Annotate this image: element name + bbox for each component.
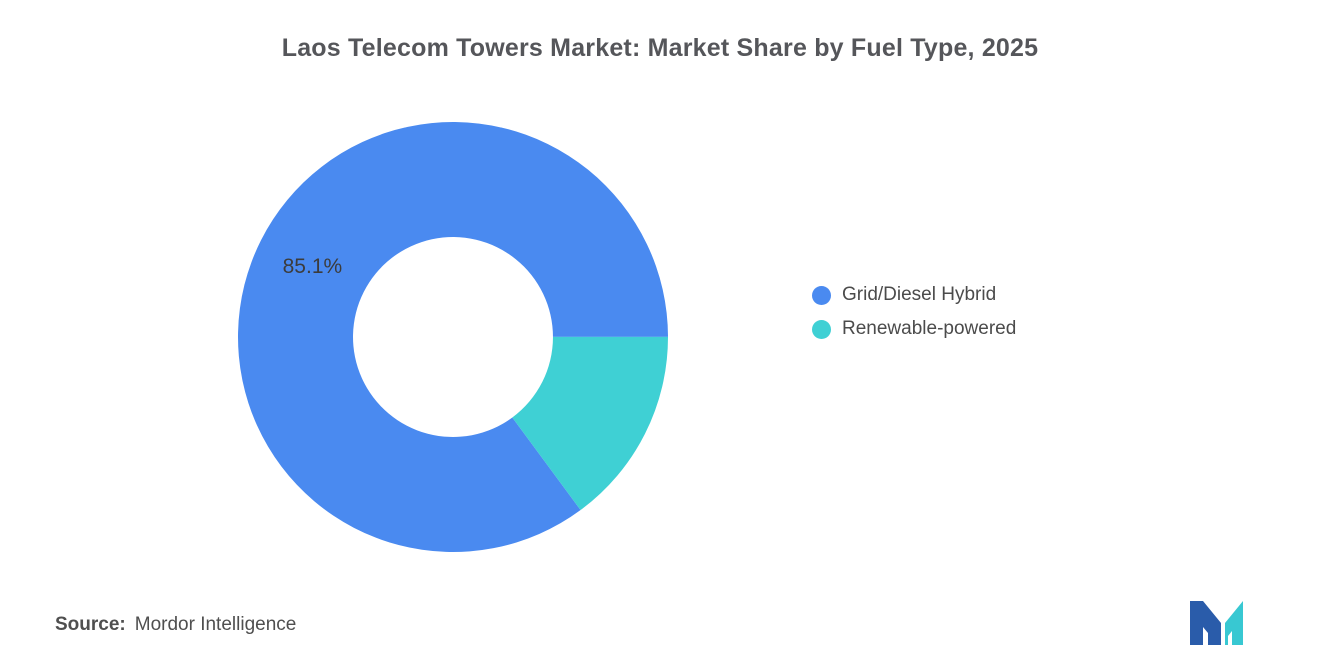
legend-label-renewable-powered: Renewable-powered [842, 318, 1017, 339]
slice-value-label: 85.1% [283, 255, 343, 278]
legend-swatch-grid-diesel-hybrid [812, 285, 831, 305]
mordor-intelligence-logo [1188, 599, 1248, 647]
chart-title: Laos Telecom Towers Market: Market Share… [281, 34, 1039, 62]
donut-chart: 85.1% [238, 122, 669, 553]
donut-chart-area: 85.1% [233, 117, 673, 557]
source-line: Source: Mordor Intelligence [55, 614, 296, 636]
chart-legend: Grid/Diesel Hybrid Renewable-powered [812, 284, 1016, 340]
legend-label-grid-diesel-hybrid: Grid/Diesel Hybrid [842, 284, 997, 305]
legend-swatch-renewable-powered [812, 319, 831, 339]
legend-item-grid-diesel-hybrid: Grid/Diesel Hybrid [812, 284, 1016, 306]
donut-slice-1 [512, 336, 669, 511]
source-text: Mordor Intelligence [134, 614, 297, 635]
logo-left-shape [1190, 601, 1221, 645]
donut-slice-0 [238, 122, 668, 553]
logo-graphic [1190, 601, 1243, 645]
source-label: Source: [55, 614, 126, 635]
legend-item-renewable-powered: Renewable-powered [812, 318, 1016, 340]
logo-right-shape [1225, 601, 1243, 645]
